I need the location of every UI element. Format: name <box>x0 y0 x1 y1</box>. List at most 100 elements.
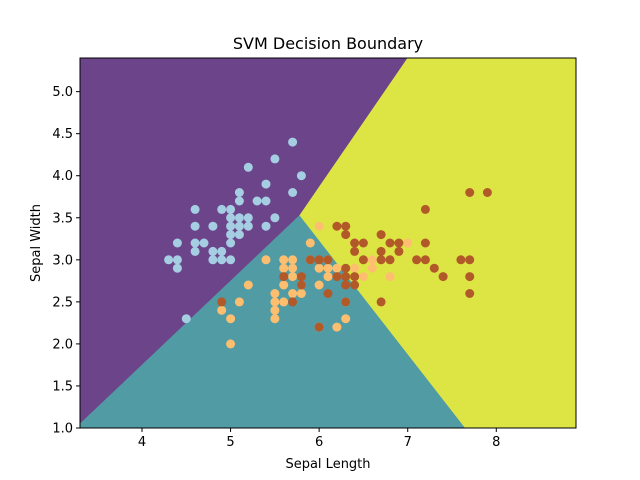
data-point-class0 <box>226 230 236 240</box>
decision-regions <box>79 57 577 429</box>
data-point-class0 <box>234 221 244 231</box>
plot-area <box>79 57 577 429</box>
data-point-class2 <box>332 272 342 282</box>
data-point-class2 <box>429 263 439 273</box>
data-point-class0 <box>217 246 227 256</box>
data-point-class1 <box>270 314 280 324</box>
data-point-class1 <box>350 263 360 273</box>
data-point-class0 <box>208 221 218 231</box>
data-point-class2 <box>358 238 368 248</box>
data-point-class1 <box>385 272 395 282</box>
data-point-class0 <box>243 221 253 231</box>
data-point-class2 <box>358 255 368 265</box>
data-point-class1 <box>270 297 280 307</box>
y-axis: 1.0 1.5 2.0 2.5 3.0 3.5 4.0 4.5 5.0 <box>52 85 80 437</box>
data-point-class2 <box>323 255 333 265</box>
data-point-class1 <box>270 305 280 315</box>
data-point-class1 <box>341 314 351 324</box>
data-point-class0 <box>181 314 191 324</box>
data-point-class1 <box>279 297 289 307</box>
data-point-class2 <box>376 297 386 307</box>
data-point-class0 <box>190 246 200 256</box>
data-point-class2 <box>412 255 422 265</box>
data-point-class2 <box>332 221 342 231</box>
data-point-class1 <box>243 280 253 290</box>
data-point-class1 <box>226 339 236 349</box>
data-point-class1 <box>332 263 342 273</box>
y-tick-label: 4.5 <box>52 127 73 142</box>
data-point-class2 <box>465 188 475 197</box>
data-point-class1 <box>279 263 289 273</box>
data-point-class0 <box>261 179 271 189</box>
data-point-class0 <box>172 255 182 265</box>
data-point-class2 <box>465 255 475 265</box>
data-point-class0 <box>270 213 280 223</box>
data-point-class1 <box>358 272 368 282</box>
data-point-class2 <box>350 272 360 282</box>
y-tick-label: 3.5 <box>52 211 73 226</box>
data-point-class2 <box>350 246 360 256</box>
chart-title: SVM Decision Boundary <box>233 34 423 53</box>
data-point-class2 <box>279 272 289 282</box>
data-point-class2 <box>420 238 430 248</box>
data-point-class2 <box>323 289 333 298</box>
data-points <box>164 137 492 349</box>
data-point-class2 <box>296 272 306 282</box>
data-point-class1 <box>367 263 377 273</box>
data-point-class2 <box>385 238 395 248</box>
data-point-class1 <box>270 289 280 298</box>
data-point-class0 <box>270 154 280 164</box>
y-tick-label: 1.0 <box>52 422 73 437</box>
data-point-class2 <box>420 255 430 265</box>
data-point-class2 <box>420 204 430 214</box>
data-point-class2 <box>394 238 404 248</box>
data-point-class1 <box>288 272 298 282</box>
data-point-class0 <box>261 221 271 231</box>
data-point-class1 <box>226 314 236 324</box>
data-point-class0 <box>261 196 271 206</box>
data-point-class2 <box>350 238 360 248</box>
data-point-class1 <box>279 280 289 290</box>
y-tick-label: 5.0 <box>52 85 73 100</box>
data-point-class1 <box>279 255 289 265</box>
data-point-class2 <box>341 297 351 307</box>
data-point-class0 <box>243 162 253 172</box>
data-point-class0 <box>172 263 182 273</box>
data-point-class0 <box>217 255 227 265</box>
data-point-class2 <box>456 255 466 265</box>
x-tick-label: 8 <box>492 435 500 450</box>
data-point-class0 <box>226 255 236 265</box>
x-tick-label: 6 <box>315 435 323 450</box>
data-point-class1 <box>332 322 342 332</box>
data-point-class2 <box>341 221 351 231</box>
data-point-class2 <box>438 272 448 282</box>
data-point-class1 <box>305 238 315 248</box>
data-point-class0 <box>234 196 244 206</box>
data-point-class0 <box>234 213 244 223</box>
data-point-class0 <box>208 246 218 256</box>
data-point-class0 <box>234 188 244 197</box>
data-point-class1 <box>261 255 271 265</box>
data-point-class1 <box>296 289 306 298</box>
y-tick-label: 2.5 <box>52 295 73 310</box>
data-point-class0 <box>190 238 200 248</box>
data-point-class2 <box>394 246 404 256</box>
data-point-class0 <box>217 204 227 214</box>
data-point-class2 <box>350 280 360 290</box>
y-axis-label: Sepal Width <box>29 204 44 282</box>
data-point-class1 <box>367 255 377 265</box>
data-point-class1 <box>217 305 227 315</box>
y-tick-label: 2.0 <box>52 337 73 352</box>
data-point-class1 <box>314 221 324 231</box>
data-point-class0 <box>243 213 253 223</box>
data-point-class2 <box>217 297 227 307</box>
data-point-class2 <box>482 188 492 197</box>
data-point-class0 <box>208 255 218 265</box>
data-point-class2 <box>314 322 324 332</box>
plot-frame <box>79 57 577 429</box>
data-point-class1 <box>234 297 244 307</box>
data-point-class2 <box>465 272 475 282</box>
data-point-class2 <box>341 230 351 240</box>
data-point-class2 <box>305 255 315 265</box>
data-point-class2 <box>376 230 386 240</box>
